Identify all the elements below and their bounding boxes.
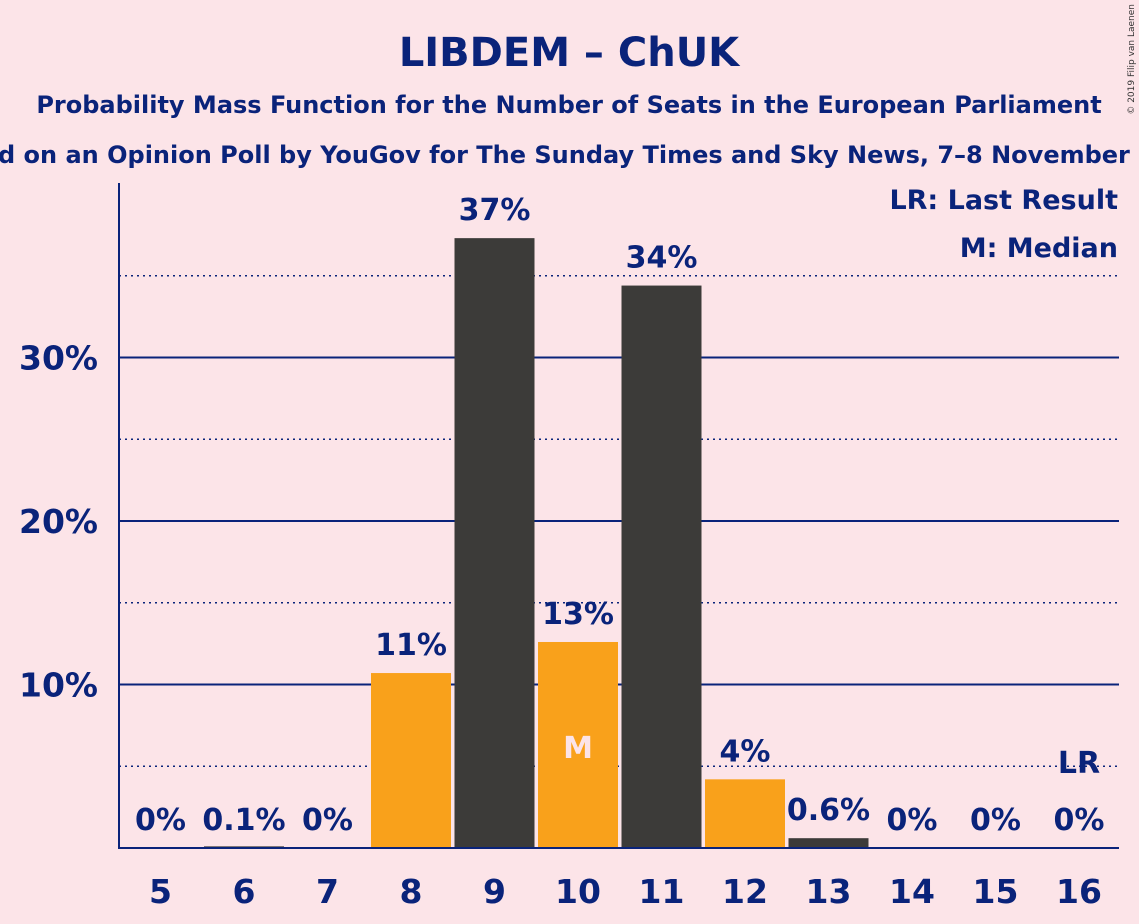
bar-value-label: 0%: [970, 803, 1021, 838]
x-tick-label: 16: [1056, 872, 1102, 911]
chart-subtitle-poll: Based on an Opinion Poll by YouGov for T…: [0, 141, 1139, 169]
y-tick-label: 20%: [19, 502, 98, 541]
legend-last-result: LR: Last Result: [889, 185, 1118, 216]
x-tick-label: 6: [233, 872, 256, 911]
x-tick-label: 10: [555, 872, 601, 911]
x-tick-label: 14: [889, 872, 935, 911]
bar-seat-13: [788, 838, 869, 848]
bar-value-label: 37%: [459, 193, 531, 228]
bar-value-label: 0.1%: [202, 803, 285, 838]
bar-value-label: 0%: [887, 803, 938, 838]
bar-value-label: 11%: [375, 628, 447, 663]
x-tick-label: 11: [639, 872, 685, 911]
median-marker: M: [563, 731, 593, 766]
bar-value-label: 13%: [542, 597, 614, 632]
copyright-note: © 2019 Filip van Laenen: [1127, 4, 1137, 115]
chart-title: LIBDEM – ChUK: [399, 30, 741, 76]
bar-value-label: 0.6%: [787, 793, 870, 828]
bar-seat-11: [621, 285, 702, 848]
x-tick-label: 9: [483, 872, 506, 911]
bar-value-label: 0%: [302, 803, 353, 838]
bar-seat-12: [705, 779, 785, 848]
grid-lines: [119, 275, 1119, 767]
bar-value-label: 0%: [135, 803, 186, 838]
legend-median: M: Median: [960, 233, 1118, 264]
x-tick-label: 15: [973, 872, 1019, 911]
x-tick-label: 12: [722, 872, 768, 911]
x-tick-label: 8: [400, 872, 423, 911]
y-tick-label: 30%: [19, 339, 98, 378]
bar-value-label: 0%: [1054, 803, 1105, 838]
last-result-marker: LR: [1058, 746, 1100, 781]
bar-seat-9: [454, 238, 535, 848]
chart-subtitle: Probability Mass Function for the Number…: [36, 91, 1101, 119]
y-axis-ticks: 10% 20% 30%: [19, 339, 98, 705]
x-tick-label: 7: [316, 872, 339, 911]
bar-value-label: 4%: [720, 734, 771, 769]
bar-value-label: 34%: [626, 241, 698, 276]
x-axis-ticks: 5 6 7 8 9 10 11 12 13 14 15 16: [149, 872, 1102, 911]
bar-seat-8: [371, 673, 451, 848]
x-tick-label: 13: [806, 872, 852, 911]
bar-labels: 0% 0.1% 0% 11% 37% 13% M 34% 4% 0.6% 0% 0% 0% LR: [135, 193, 1104, 838]
x-tick-label: 5: [149, 872, 172, 911]
bar-seat-10: [538, 641, 618, 848]
y-tick-label: 10%: [19, 666, 98, 705]
bars: [204, 238, 869, 848]
